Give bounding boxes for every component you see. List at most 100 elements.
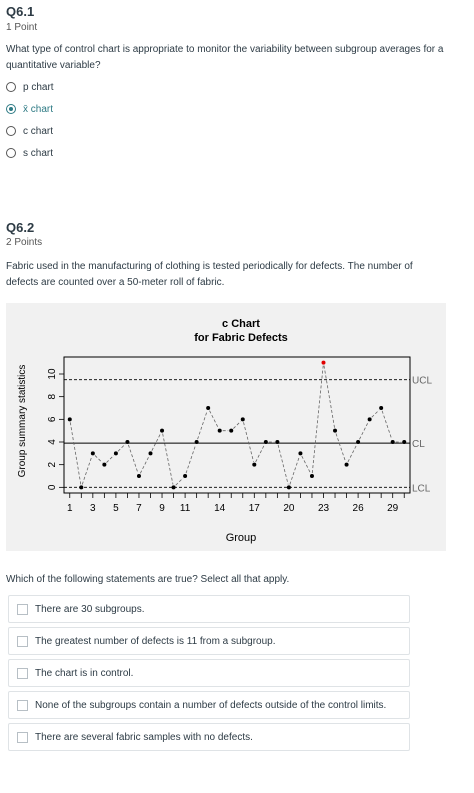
x-tick-label: 1 bbox=[67, 503, 73, 514]
data-point bbox=[298, 451, 303, 456]
radio-option-s-chart[interactable]: s chart bbox=[6, 145, 53, 161]
series-segment bbox=[255, 444, 265, 463]
plot-frame bbox=[63, 356, 411, 494]
x-tick-label: 5 bbox=[113, 503, 119, 514]
data-point bbox=[309, 474, 314, 478]
series-segment bbox=[139, 455, 150, 474]
data-point bbox=[356, 440, 361, 444]
series-segment bbox=[289, 456, 300, 485]
x-tick-label: 3 bbox=[90, 503, 96, 514]
question-points: 1 Point bbox=[6, 22, 38, 33]
y-tick-label: 0 bbox=[47, 484, 58, 490]
series-segment bbox=[117, 443, 126, 452]
out-of-control-point bbox=[321, 360, 326, 365]
series-segment bbox=[301, 455, 311, 474]
radio-icon[interactable] bbox=[6, 126, 16, 136]
question-text: Which of the following statements are tr… bbox=[6, 574, 290, 585]
radio-icon[interactable] bbox=[6, 148, 16, 158]
checkbox-icon[interactable] bbox=[17, 731, 28, 743]
checkbox-label: There are 30 subgroups. bbox=[35, 603, 145, 615]
checkbox-option[interactable]: There are several fabric samples with no… bbox=[8, 723, 410, 751]
question-points: 2 Points bbox=[6, 237, 43, 248]
x-tick-label: 26 bbox=[353, 503, 365, 514]
data-point bbox=[206, 406, 211, 410]
x-tick-label: 17 bbox=[249, 503, 261, 514]
series-segment bbox=[151, 433, 162, 451]
radio-label: c chart bbox=[23, 125, 54, 137]
data-point bbox=[286, 485, 291, 490]
x-axis-label: Group bbox=[226, 532, 257, 544]
series-segment bbox=[311, 365, 324, 474]
radio-label: x̄ chart bbox=[23, 103, 54, 115]
data-point bbox=[113, 451, 118, 456]
x-tick-label: 23 bbox=[318, 503, 330, 514]
y-axis-label: Group summary statistics bbox=[17, 365, 28, 478]
chart-title: c Chart bbox=[222, 318, 260, 330]
data-point bbox=[79, 485, 84, 490]
checkbox-label: The greatest number of defects is 11 fro… bbox=[35, 635, 276, 647]
checkbox-option[interactable]: There are 30 subgroups. bbox=[8, 595, 410, 623]
checkbox-option[interactable]: The chart is in control. bbox=[8, 659, 410, 687]
y-tick-label: 8 bbox=[47, 393, 58, 399]
data-point bbox=[183, 474, 188, 478]
data-point bbox=[136, 474, 141, 478]
data-point bbox=[252, 462, 257, 467]
series-segment bbox=[381, 410, 393, 440]
series-segment bbox=[323, 365, 335, 428]
checkbox-icon[interactable] bbox=[17, 635, 28, 647]
question-prompt: Fabric used in the manufacturing of clot… bbox=[6, 261, 413, 288]
x-tick-label: 11 bbox=[180, 503, 191, 514]
radio-option-p-chart[interactable]: p chart bbox=[6, 79, 54, 95]
data-point bbox=[344, 462, 349, 467]
data-point bbox=[67, 417, 72, 422]
radio-option-xbar-chart[interactable]: x̄ chart bbox=[6, 101, 53, 117]
data-point bbox=[102, 462, 107, 467]
radio-icon[interactable] bbox=[6, 82, 16, 92]
radio-selected-icon[interactable] bbox=[6, 104, 16, 114]
data-point bbox=[217, 428, 222, 433]
control-chart-panel: c Chart for Fabric Defects Group Group s… bbox=[6, 303, 446, 551]
checkbox-option[interactable]: None of the subgroups contain a number o… bbox=[8, 691, 410, 719]
data-point bbox=[402, 440, 407, 444]
limit-label-lcl: LCL bbox=[412, 483, 431, 494]
data-point bbox=[160, 428, 165, 433]
limit-label-cl: CL bbox=[412, 439, 425, 450]
data-point bbox=[229, 428, 234, 433]
x-tick-label: 7 bbox=[136, 503, 142, 514]
checkbox-icon[interactable] bbox=[17, 667, 28, 679]
data-point bbox=[263, 440, 268, 444]
radio-label: p chart bbox=[23, 81, 54, 93]
x-tick-label: 9 bbox=[159, 503, 165, 514]
data-point bbox=[90, 451, 95, 456]
radio-label: s chart bbox=[23, 147, 54, 159]
y-tick-label: 6 bbox=[47, 416, 58, 422]
series-segment bbox=[94, 455, 103, 463]
limit-label-ucl: UCL bbox=[412, 376, 432, 387]
y-tick-label: 2 bbox=[47, 461, 58, 467]
series-segment bbox=[128, 444, 139, 474]
series-segment bbox=[175, 477, 184, 486]
data-point bbox=[171, 485, 176, 490]
checkbox-option[interactable]: The greatest number of defects is 11 fro… bbox=[8, 627, 410, 655]
series-segment bbox=[106, 455, 115, 463]
y-tick-label: 10 bbox=[47, 368, 58, 380]
checkbox-label: The chart is in control. bbox=[35, 667, 134, 679]
series-segment bbox=[347, 444, 358, 463]
data-point bbox=[275, 440, 280, 444]
radio-option-c-chart[interactable]: c chart bbox=[6, 123, 53, 139]
checkbox-icon[interactable] bbox=[17, 699, 28, 711]
series-segment bbox=[197, 410, 208, 440]
series-segment bbox=[162, 433, 174, 485]
series-segment bbox=[81, 456, 93, 485]
data-point bbox=[148, 451, 153, 456]
chart-subtitle: for Fabric Defects bbox=[194, 332, 288, 344]
checkbox-icon[interactable] bbox=[17, 603, 28, 615]
series-segment bbox=[277, 444, 289, 485]
series-segment bbox=[209, 410, 219, 429]
c-chart: c Chart for Fabric Defects Group Group s… bbox=[17, 318, 432, 544]
series-segment bbox=[233, 421, 241, 429]
series-segment bbox=[335, 433, 346, 462]
question-title: Q6.1 bbox=[6, 4, 35, 19]
x-tick-label: 14 bbox=[214, 503, 226, 514]
checkbox-label: There are several fabric samples with no… bbox=[35, 731, 253, 743]
